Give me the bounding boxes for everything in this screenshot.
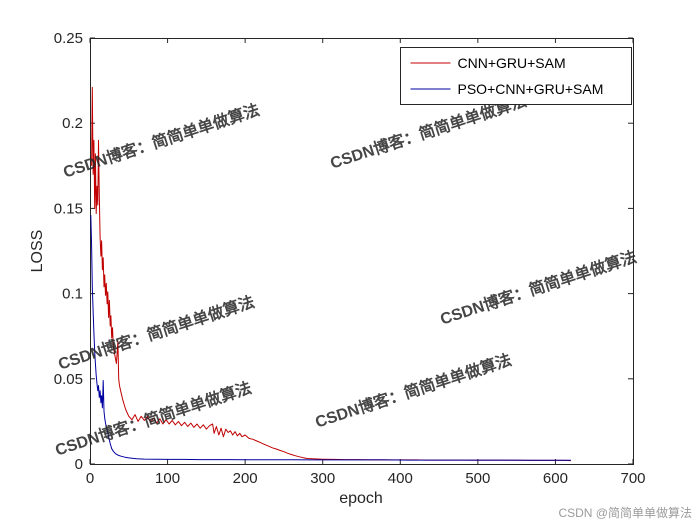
y-axis-label: LOSS	[29, 230, 46, 273]
axes-layer	[90, 38, 634, 465]
watermark-text: CSDN博客：简简单单做算法	[53, 378, 254, 460]
x-tick-label: 0	[86, 470, 94, 487]
watermark-text: CSDN博客：简简单单做算法	[438, 247, 639, 329]
plot-border	[90, 38, 634, 465]
y-tick-label: 0.25	[54, 30, 83, 47]
watermark-text: CSDN博客：简简单单做算法	[56, 292, 257, 374]
x-tick-label: 300	[310, 470, 335, 487]
legend-entry-label: CNN+GRU+SAM	[458, 55, 566, 71]
legend-entry-label: PSO+CNN+GRU+SAM	[458, 81, 604, 97]
x-tick-label: 200	[233, 470, 258, 487]
x-tick-label: 600	[543, 470, 568, 487]
y-tick-label: 0.2	[62, 115, 83, 132]
watermark-layer: CSDN博客：简简单单做算法 CSDN博客：简简单单做算法CSDN博客：简简单单做…	[53, 91, 639, 460]
y-tick-label: 0.05	[54, 371, 83, 388]
x-tick-label: 500	[465, 470, 490, 487]
axis-ticks-layer: 0 100 200 300 400 500 600 700 0 0.05 0.1 0.15 0.2 0.2…	[54, 30, 646, 487]
y-tick-label: 0	[75, 456, 83, 473]
y-tick-label: 0.15	[54, 200, 83, 217]
y-tick-label: 0.1	[62, 286, 83, 303]
x-tick-label: 400	[388, 470, 413, 487]
x-axis-label: epoch	[339, 490, 383, 507]
legend-box	[400, 47, 632, 105]
watermark-text: CSDN博客：简简单单做算法	[313, 350, 514, 432]
csdn-credit: CSDN @简简单单做算法	[558, 506, 692, 520]
series-line	[90, 215, 571, 461]
x-tick-label: 700	[620, 470, 645, 487]
legend: CNN+GRU+SAM PSO+CNN+GRU+SAM	[400, 47, 632, 105]
series-lines-layer	[90, 86, 571, 462]
x-tick-label: 100	[155, 470, 180, 487]
